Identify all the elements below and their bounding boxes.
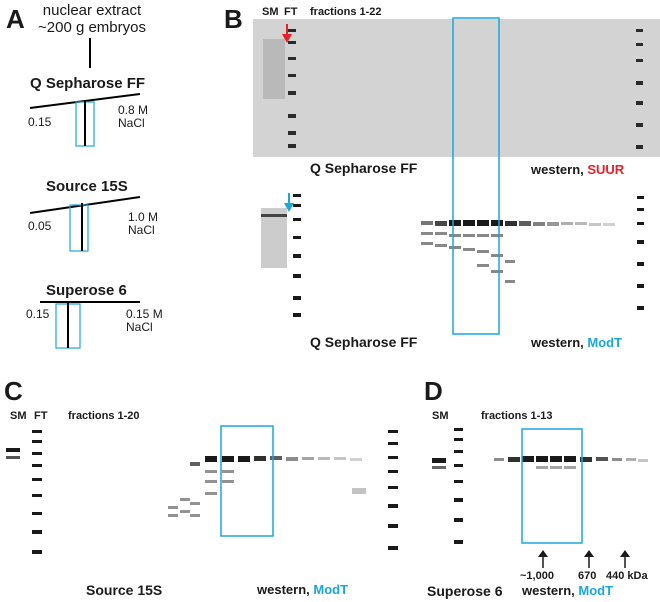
blot-b-top [253,19,660,157]
gradient-1 [29,93,141,147]
panel-c-fractions: fractions 1-20 [68,410,140,422]
gradient-2-unit: NaCl [128,223,155,237]
panel-c-highlight-box [220,425,274,537]
panel-b-fractions: fractions 1-22 [310,6,382,18]
panel-c-western: western, ModT [257,582,348,597]
source-label: nuclear extract ~200 g embryos [36,2,148,37]
panel-a-letter: A [6,4,25,34]
gradient-1-start: 0.15 [28,115,52,129]
column-3-name: Superose 6 [46,282,127,299]
gradient-2-end: 1.0 M [128,210,159,224]
marker-1000: ~1,000 [520,570,554,582]
gradient-2 [29,196,141,252]
gradient-3-unit: NaCl [126,320,153,334]
panel-d-column: Superose 6 [427,583,503,599]
gradient-1-unit: NaCl [118,116,145,130]
western-label: western, [257,582,314,597]
blue-arrow-icon [284,193,294,212]
gradient-2-start: 0.05 [28,219,52,233]
panel-d-lane-sm: SM [432,410,449,422]
antibody-modt: ModT [587,335,623,350]
panel-c-lane-sm: SM [10,410,27,422]
panel-b-bottom-column: Q Sepharose FF [310,334,418,350]
source-line-2: ~200 g embryos [38,19,146,37]
panel-b-highlight-box [452,17,500,335]
marker-670: 670 [578,570,597,582]
blot-c [0,422,410,582]
gradient-3-start: 0.15 [26,307,50,321]
gradient-3-end: 0.15 M [126,307,163,321]
western-label: western, [531,162,588,177]
red-arrow-icon [282,24,292,43]
marker-arrow-440-icon [620,550,630,568]
panel-b-top-column: Q Sepharose FF [310,160,418,176]
blot-b-bottom [253,188,660,328]
marker-arrow-670-icon [584,550,594,568]
column-2-name: Source 15S [46,178,128,195]
western-label: western, [522,583,579,598]
marker-arrow-1000-icon [538,550,548,568]
panel-d-western: western, ModT [522,583,613,598]
panel-b-lane-sm: SM [262,6,279,18]
marker-440: 440 kDa [606,570,648,582]
panel-b-letter: B [224,4,243,34]
blot-d [424,422,660,562]
panel-d-letter: D [424,376,443,406]
panel-c-column: Source 15S [86,582,163,598]
panel-c-letter: C [4,376,23,406]
panel-d-fractions: fractions 1-13 [481,410,553,422]
panel-d-highlight-box [521,428,583,544]
flow-line [89,38,91,68]
column-1-name: Q Sepharose FF [30,75,146,92]
panel-b-lane-ft: FT [284,6,298,18]
panel-b-bottom-western: western, ModT [531,335,622,350]
source-line-1: nuclear extract [42,2,142,19]
panel-c-lane-ft: FT [34,410,48,422]
antibody-suur: SUUR [587,162,625,177]
gradient-1-end: 0.8 M [118,103,149,117]
western-label: western, [531,335,588,350]
gradient-3 [40,301,140,349]
panel-b-top-western: western, SUUR [531,162,624,177]
antibody-modt: ModT [313,582,349,597]
antibody-modt: ModT [578,583,614,598]
